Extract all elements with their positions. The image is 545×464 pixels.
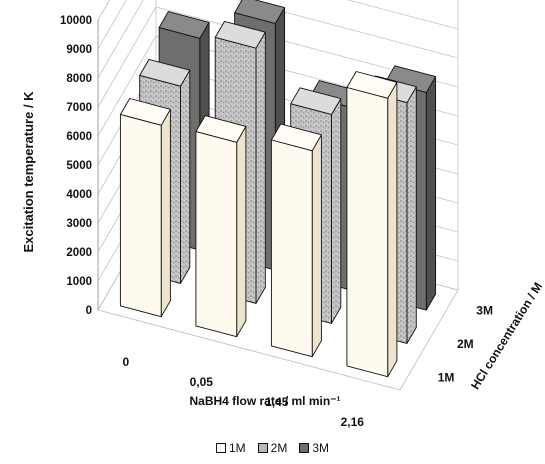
bar-side [387, 81, 398, 378]
bars [119, 0, 437, 378]
bar-side [311, 134, 322, 358]
legend-label-3m: 3M [312, 441, 329, 455]
bar-front [346, 87, 389, 378]
legend-swatch-2m [257, 443, 268, 453]
gridline [97, 0, 459, 50]
y-tick-label: 0 [86, 305, 92, 317]
bar-1m-1 [195, 115, 247, 338]
bar-1m-3 [346, 71, 398, 378]
bar-side [255, 31, 266, 304]
y-tick-label: 3000 [66, 218, 92, 230]
legend-swatch-1m [215, 443, 226, 453]
bar-side [406, 86, 417, 344]
bar-side [425, 76, 437, 311]
bar-1m-2 [270, 123, 322, 358]
bar-side [236, 125, 247, 338]
y-tick-label: 4000 [66, 189, 92, 201]
y-tick-label: 6000 [66, 131, 92, 143]
x-tick-label: 0 [122, 355, 129, 369]
legend-swatch-3m [299, 443, 310, 453]
x-tick-label: 0,05 [190, 375, 214, 389]
depth-tick-label: 2M [457, 337, 474, 351]
y-tick-label: 5000 [66, 160, 92, 172]
y-tick-label: 8000 [66, 73, 92, 85]
gridline [97, 0, 459, 79]
y-tick-label: 2000 [66, 247, 92, 259]
gridline [97, 6, 459, 108]
bar-front [270, 139, 313, 358]
bar-front [195, 131, 238, 338]
x-tick-label: 2,16 [341, 415, 365, 429]
legend-item-3m: 3M [299, 441, 329, 455]
bar-1m-0 [119, 98, 171, 318]
x-axis-title: NaBH4 flow rate / ml min⁻¹ [189, 394, 340, 408]
bar-front [119, 114, 162, 318]
y-tick-label: 1000 [66, 276, 92, 288]
y-tick-label: 10000 [60, 15, 92, 27]
bar-side [160, 108, 171, 318]
y-tick-label: 9000 [66, 44, 92, 56]
x-tick-label: 1,45 [265, 395, 289, 409]
legend: 1M 2M 3M [0, 438, 545, 458]
depth-tick-label: 3M [476, 304, 493, 318]
y-tick-label: 7000 [66, 102, 92, 114]
depth-tick-label: 1M [438, 370, 455, 384]
legend-label-2m: 2M [270, 441, 288, 455]
legend-item-1m: 1M [215, 441, 246, 455]
y-axis-title: Excitation temperature / K [21, 91, 36, 253]
legend-item-2m: 2M [257, 441, 288, 455]
depth-axis-title: HCl concentration / M [468, 280, 545, 392]
bar-side [331, 98, 342, 324]
legend-label-1m: 1M [228, 441, 246, 455]
bar-side [180, 69, 191, 284]
